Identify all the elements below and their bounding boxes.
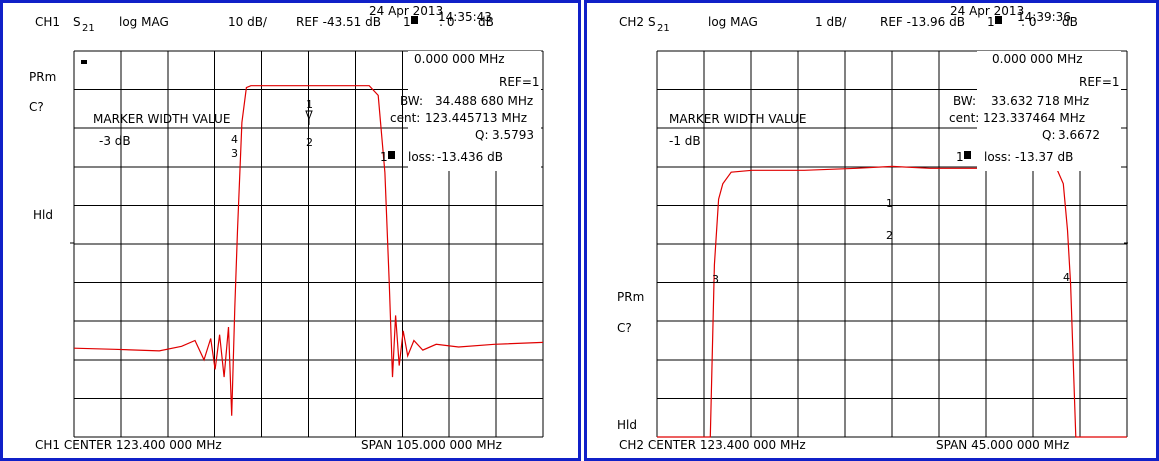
ch2-cent-label: cent: bbox=[949, 111, 979, 125]
channel2-panel: CH2 S 21 log MAG 1 dB/ REF -13.96 dB 24 … bbox=[584, 0, 1159, 461]
ch1-corner-icon bbox=[81, 60, 87, 64]
ch1-param-subscript: 21 bbox=[82, 23, 95, 34]
ch2-marker-top-number: 1 bbox=[987, 15, 995, 29]
ch1-bw-value: 34.488 680 MHz bbox=[435, 94, 533, 108]
channel1-display: CH1 S 21 log MAG 10 dB/ REF -43.51 dB 24… bbox=[29, 4, 544, 452]
ch2-q-value: 3.6672 bbox=[1058, 128, 1100, 142]
ch1-format-label: log MAG bbox=[119, 15, 169, 29]
ch1-time: 14:35:43 bbox=[438, 10, 492, 24]
ch1-marker-width-label: MARKER WIDTH VALUE bbox=[93, 112, 230, 126]
ch2-label-c: C? bbox=[617, 321, 632, 335]
ch2-format-label: log MAG bbox=[708, 15, 758, 29]
ch1-marker-3: 3 bbox=[231, 147, 238, 160]
ch2-marker-width-label: MARKER WIDTH VALUE bbox=[669, 112, 806, 126]
ch2-span: SPAN 45.000 000 MHz bbox=[936, 438, 1069, 452]
ch1-marker-readout: 0.000 000 MHz REF=1 BW: 34.488 680 MHz c… bbox=[380, 51, 541, 171]
ch2-marker-block-icon bbox=[995, 16, 1002, 24]
ch1-marker-4-label: 4 bbox=[231, 133, 238, 146]
ch1-cent-value: 123.445713 MHz bbox=[425, 111, 527, 125]
ch2-side-labels: PRm C? Hld bbox=[617, 290, 644, 432]
ch2-marker-readout: 0.000 000 MHz REF=1 BW: 33.632 718 MHz c… bbox=[949, 51, 1121, 171]
ch2-cent-value: 123.337464 MHz bbox=[983, 111, 1085, 125]
channel1-panel: CH1 S 21 log MAG 10 dB/ REF -43.51 dB 24… bbox=[0, 0, 581, 461]
channel2-display: CH2 S 21 log MAG 1 dB/ REF -13.96 dB 24 … bbox=[617, 4, 1128, 452]
ch2-s21-trace bbox=[657, 163, 1127, 438]
ch1-marker-4: 4 bbox=[231, 133, 238, 146]
ch2-param-label: S bbox=[648, 15, 656, 29]
ch1-marker-top-unit: dB bbox=[478, 15, 494, 29]
ch2-ref-label: REF -13.96 dB bbox=[880, 15, 965, 29]
ch1-center-frequency: CH1 CENTER 123.400 000 MHz bbox=[35, 438, 222, 452]
ch2-loss-value: -13.37 dB bbox=[1015, 150, 1073, 164]
ch2-label-prm: PRm bbox=[617, 290, 644, 304]
ch2-bw-value: 33.632 718 MHz bbox=[991, 94, 1089, 108]
ch2-grid bbox=[656, 50, 1128, 438]
ch1-marker-top-number: 1 bbox=[403, 15, 411, 29]
ch2-marker-1: 1 bbox=[886, 197, 893, 210]
ch2-bw-label: BW: bbox=[953, 94, 976, 108]
ch2-marker-3-label: 3 bbox=[712, 273, 719, 286]
ch1-marker-width-box: MARKER WIDTH VALUE -3 dB bbox=[93, 112, 230, 148]
ch1-marker-width-value: -3 dB bbox=[99, 134, 131, 148]
ch1-cent-label: cent: bbox=[390, 111, 420, 125]
ch2-date: 24 Apr 2013 bbox=[950, 4, 1024, 18]
ch2-header: CH2 S 21 log MAG 1 dB/ REF -13.96 dB 24 … bbox=[619, 4, 1078, 34]
ch2-marker-width-box: MARKER WIDTH VALUE -1 dB bbox=[669, 112, 806, 148]
ch1-label-c: C? bbox=[29, 100, 44, 114]
ch2-marker-width-value: -1 dB bbox=[669, 134, 701, 148]
ch1-marker-1-label: 1 bbox=[306, 98, 313, 111]
ch1-loss-marker-number: 1 bbox=[380, 150, 388, 164]
ch2-marker-4: 4 bbox=[1063, 271, 1070, 284]
ch1-ref-label: REF -43.51 dB bbox=[296, 15, 381, 29]
ch2-markers: 1 2 3 4 bbox=[712, 197, 1070, 286]
ch2-label-hld: Hld bbox=[617, 418, 637, 432]
ch2-loss-marker-number: 1 bbox=[956, 150, 964, 164]
ch2-center-frequency: CH2 CENTER 123.400 000 MHz bbox=[619, 438, 806, 452]
ch1-markers: 1 2 3 4 bbox=[231, 98, 313, 160]
ch1-marker-block-icon bbox=[411, 16, 418, 24]
ch1-loss-marker-icon bbox=[388, 151, 395, 159]
ch1-loss-label: loss: bbox=[408, 150, 435, 164]
ch2-marker-frequency: 0.000 000 MHz bbox=[992, 52, 1083, 66]
ch2-marker-2-label: 2 bbox=[886, 229, 893, 242]
ch1-side-labels: PRm C? Hld bbox=[29, 70, 56, 222]
ch2-marker-3: 3 bbox=[712, 273, 719, 286]
ch1-q-label: Q: bbox=[475, 128, 489, 142]
ch1-marker-2-label: 2 bbox=[306, 136, 313, 149]
ch2-marker-4-label: 4 bbox=[1063, 271, 1070, 284]
ch1-label-prm: PRm bbox=[29, 70, 56, 84]
ch1-marker-frequency: 0.000 000 MHz bbox=[414, 52, 505, 66]
ch2-scale-label: 1 dB/ bbox=[815, 15, 847, 29]
ch1-bw-label: BW: bbox=[400, 94, 423, 108]
ch2-time: 14:39:36 bbox=[1017, 10, 1071, 24]
ch1-header: CH1 S 21 log MAG 10 dB/ REF -43.51 dB 24… bbox=[35, 4, 494, 34]
ch2-q-label: Q: bbox=[1042, 128, 1056, 142]
ch1-marker-top-value: : 0 bbox=[439, 15, 455, 29]
ch1-date: 24 Apr 2013 bbox=[369, 4, 443, 18]
ch1-marker-2: 2 bbox=[306, 136, 313, 149]
ch2-marker-1-label: 1 bbox=[886, 197, 893, 210]
ch1-scale-label: 10 dB/ bbox=[228, 15, 268, 29]
ch2-loss-marker-icon bbox=[964, 151, 971, 159]
ch1-span: SPAN 105.000 000 MHz bbox=[361, 438, 502, 452]
ch1-q-value: 3.5793 bbox=[492, 128, 534, 142]
ch1-marker-3-label: 3 bbox=[231, 147, 238, 160]
ch1-grid bbox=[73, 50, 544, 438]
ch1-s21-trace bbox=[73, 85, 544, 416]
ch1-label-hld: Hld bbox=[33, 208, 53, 222]
ch1-param-label: S bbox=[73, 15, 81, 29]
ch2-loss-label: loss: bbox=[984, 150, 1011, 164]
ch2-ref-marker: REF=1 bbox=[1079, 75, 1120, 89]
ch2-param-subscript: 21 bbox=[657, 23, 670, 34]
ch1-loss-value: -13.436 dB bbox=[437, 150, 503, 164]
ch1-marker-1: 1 bbox=[305, 98, 313, 125]
ch1-channel-label: CH1 bbox=[35, 15, 60, 29]
ch2-channel-label: CH2 bbox=[619, 15, 644, 29]
ch1-ref-marker: REF=1 bbox=[499, 75, 540, 89]
ch2-marker-top-value: : 0 bbox=[1021, 15, 1037, 29]
ch2-marker-top-unit: dB bbox=[1062, 15, 1078, 29]
ch2-marker-2: 2 bbox=[886, 229, 893, 242]
